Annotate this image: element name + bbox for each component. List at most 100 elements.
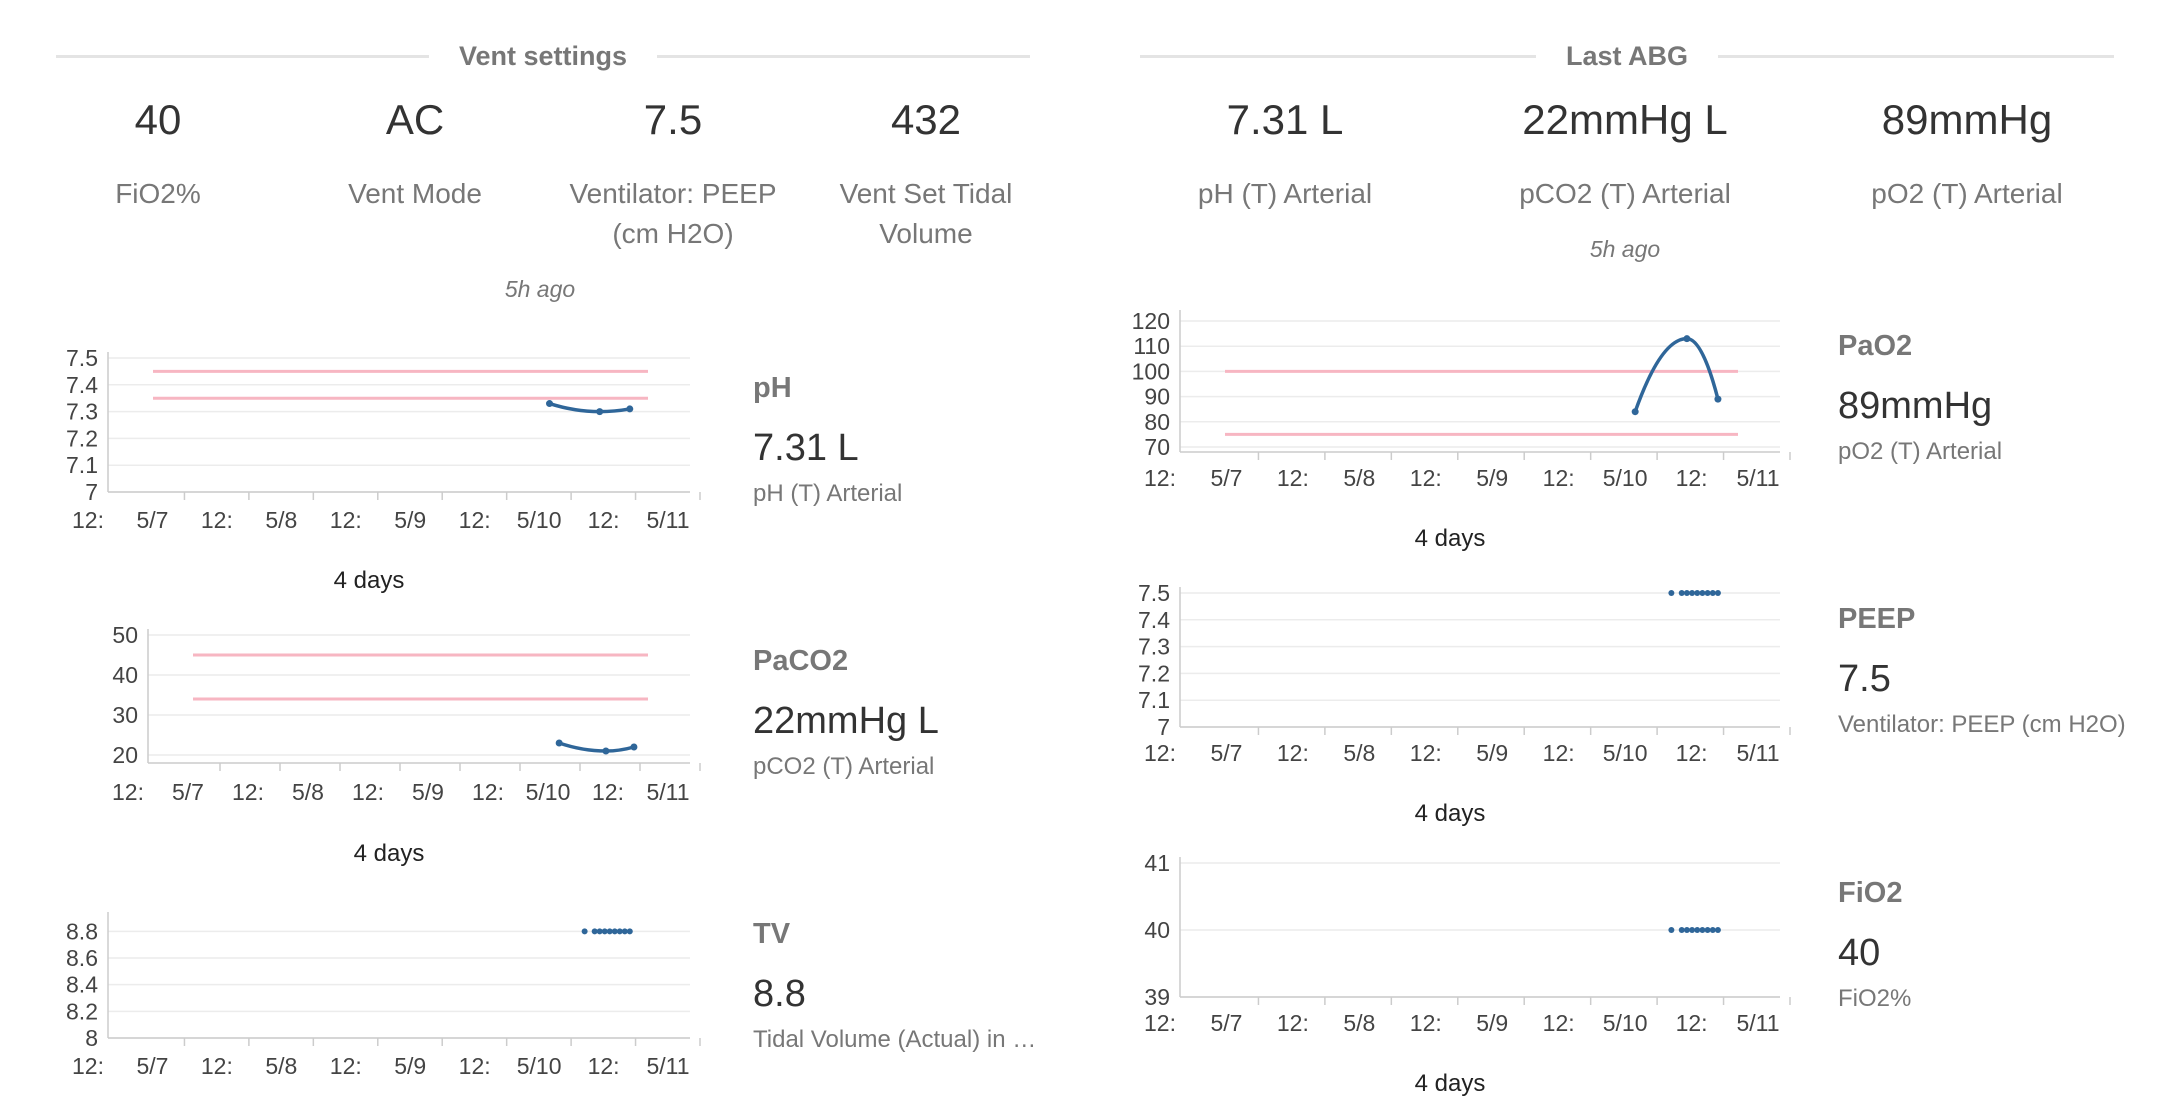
y-tick-label: 50: [112, 622, 138, 648]
stat-value: 22mmHg L: [1522, 96, 1728, 143]
data-point: [1668, 590, 1675, 596]
data-point: [626, 928, 633, 935]
panel-value: 22mmHg L: [753, 700, 939, 742]
y-tick-label: 7.2: [66, 425, 98, 451]
x-tick-label: 12:: [588, 1053, 620, 1079]
data-point: [1714, 395, 1722, 403]
y-tick-label: 7.5: [66, 345, 98, 371]
y-tick-label: 7.1: [1138, 687, 1170, 713]
stat-label: pH (T) Arterial: [1197, 178, 1373, 209]
y-tick-label: 70: [1144, 434, 1170, 460]
x-tick-label: 5/10: [517, 1053, 562, 1079]
data-point: [616, 928, 623, 935]
stat-label: FiO2%: [115, 178, 201, 209]
data-point: [621, 928, 628, 935]
x-axis-label: 4 days: [1415, 525, 1486, 552]
x-tick-label: 5/8: [1343, 740, 1375, 766]
stat-value: 7.5: [643, 96, 703, 143]
data-point: [1694, 927, 1701, 933]
stat-value: AC: [385, 96, 445, 143]
x-tick-label: 5/7: [1210, 1010, 1242, 1036]
stat-label: Vent Mode: [348, 178, 482, 209]
abg-updated-ago: 5h ago: [1589, 236, 1661, 262]
data-point: [1699, 590, 1706, 596]
panel-description: Tidal Volume (Actual) in …: [753, 1026, 1037, 1053]
data-point: [591, 928, 598, 935]
ph-chart: 77.17.27.37.47.5 12: 5/7 12: 5/8 12: 5/9 12: 5/1…: [66, 345, 701, 594]
header-rule-right: [657, 54, 1031, 58]
data-point: [546, 400, 554, 408]
vent-updated-ago: 5h ago: [504, 276, 576, 302]
fio2-chart: 39 40 41 12: 5/7 12: 5/8 12: 5/9 12: 5/10 12: 5/11 4 …: [1144, 850, 1791, 1097]
x-tick-label: 12:: [112, 779, 144, 805]
x-axis-label: 4 days: [334, 567, 405, 594]
panel-description: Ventilator: PEEP (cm H2O): [1838, 711, 2126, 738]
x-tick-label: 5/9: [1476, 740, 1508, 766]
x-tick-label: 12:: [588, 507, 620, 533]
series-line: [548, 401, 631, 414]
x-tick-label: 12:: [1277, 1010, 1309, 1036]
x-tick-label: 5/8: [1343, 465, 1375, 491]
panel-value: 40: [1838, 932, 1881, 974]
data-point: [606, 928, 613, 935]
x-tick-label: 5/8: [265, 507, 297, 533]
y-tick-label: 39: [1144, 984, 1170, 1010]
tv-info: TV 8.8 Tidal Volume (Actual) in …: [753, 918, 1036, 1054]
y-tick-label: 8.8: [66, 918, 98, 944]
data-point: [1694, 590, 1701, 596]
x-tick-label: 5/9: [412, 779, 444, 805]
x-tick-label: 12:: [459, 1053, 491, 1079]
x-tick-label: 5/8: [292, 779, 324, 805]
x-tick-label: 5/9: [1476, 465, 1508, 491]
x-axis-label: 4 days: [354, 840, 425, 867]
data-point: [1631, 408, 1639, 416]
vent-stat-tidal-volume: 432 Vent Set Tidal Volume: [826, 92, 1026, 254]
x-tick-label: 12:: [1676, 1010, 1708, 1036]
x-tick-label: 12:: [1410, 465, 1442, 491]
y-tick-label: 8.2: [66, 998, 98, 1024]
stat-label: pCO2 (T) Arterial: [1519, 178, 1731, 209]
data-point: [1668, 927, 1675, 933]
y-tick-label: 30: [112, 702, 138, 728]
panel-name: FiO2: [1838, 877, 1903, 909]
data-point: [581, 928, 588, 935]
x-tick-label: 12:: [1277, 740, 1309, 766]
data-point: [1709, 590, 1716, 596]
x-axis-label: 4 days: [1415, 1070, 1486, 1097]
x-tick-label: 12:: [201, 507, 233, 533]
x-tick-label: 5/7: [172, 779, 204, 805]
peep-chart: 77.17.27.37.47.5 12: 5/7 12: 5/8 12: 5/9 12: 5/1…: [1138, 580, 1791, 827]
x-tick-label: 12:: [72, 507, 104, 533]
vent-stat-mode: AC Vent Mode: [315, 92, 515, 214]
x-tick-label: 5/11: [646, 779, 689, 805]
data-point: [601, 928, 608, 935]
pao2-info: PaO2 89mmHg pO2 (T) Arterial: [1838, 330, 2002, 466]
data-point: [1709, 927, 1716, 933]
x-tick-label: 5/7: [1210, 465, 1242, 491]
x-tick-label: 12:: [352, 779, 384, 805]
fio2-info: FiO2 40 FiO2%: [1838, 877, 1911, 1013]
x-tick-label: 5/7: [136, 1053, 168, 1079]
paco2-info: PaCO2 22mmHg L pCO2 (T) Arterial: [753, 645, 939, 781]
peep-info: PEEP 7.5 Ventilator: PEEP (cm H2O): [1838, 603, 2126, 739]
y-tick-label: 40: [1144, 917, 1170, 943]
x-tick-label: 12:: [459, 507, 491, 533]
y-tick-label: 8.4: [66, 972, 98, 998]
data-point: [1683, 927, 1690, 933]
data-point: [596, 408, 604, 416]
paco2-chart: 20 30 40 50 12: 5/7 12: 5/8 12: 5/9 12: 5/10 12: 5/11…: [112, 622, 701, 867]
panel-value: 7.5: [1838, 658, 1891, 700]
y-tick-label: 8.6: [66, 945, 98, 971]
abg-stat-ph: 7.31 L pH (T) Arterial: [1140, 92, 1430, 214]
panel-description: pCO2 (T) Arterial: [753, 753, 935, 780]
x-tick-label: 12:: [1543, 740, 1575, 766]
data-point: [630, 743, 638, 751]
header-rule-left: [1140, 54, 1536, 58]
x-tick-label: 12:: [1676, 465, 1708, 491]
x-tick-label: 12:: [592, 779, 624, 805]
data-point: [626, 405, 634, 413]
data-point: [1683, 335, 1691, 343]
x-tick-label: 12:: [1144, 1010, 1176, 1036]
y-tick-label: 7.4: [1138, 607, 1170, 633]
panel-description: pO2 (T) Arterial: [1838, 438, 2003, 465]
